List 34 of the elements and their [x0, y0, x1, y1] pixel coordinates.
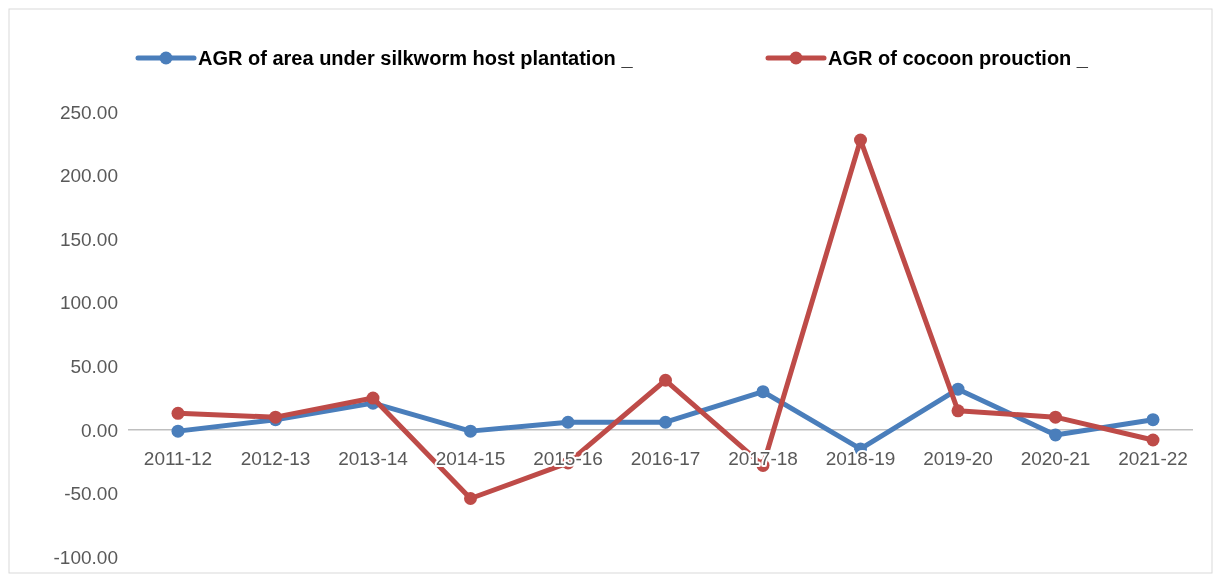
point: [1146, 413, 1160, 427]
x-tick-label: 2011-12: [143, 447, 213, 469]
point: [366, 391, 380, 405]
point: [1049, 428, 1062, 442]
x-tick-label: 2012-13: [240, 447, 311, 469]
y-tick-label: 0.00: [81, 419, 118, 441]
y-tick-label: 50.00: [70, 355, 118, 377]
x-tick-label: 2016-17: [630, 447, 701, 469]
legend-label: AGR of area under silkworm host plantation _: [198, 47, 634, 69]
point: [171, 406, 185, 420]
x-tick-label: 2021-22: [1118, 447, 1188, 469]
y-tick-label: 250.00: [59, 101, 118, 123]
point: [659, 415, 672, 429]
point: [561, 415, 575, 429]
x-tick-label: 2013-14: [338, 447, 409, 469]
x-tick-label: 2019-20: [923, 447, 993, 469]
x-tick-label: 2020-21: [1020, 447, 1091, 469]
y-tick-label: -100.00: [53, 546, 118, 568]
y-tick-label: 150.00: [59, 228, 118, 250]
y-tick-label: -50.00: [64, 483, 118, 505]
point: [756, 385, 770, 399]
point: [659, 373, 672, 387]
point: [171, 424, 185, 438]
y-tick-label: 200.00: [59, 165, 118, 187]
y-tick-label: 100.00: [59, 292, 118, 314]
point: [464, 424, 477, 438]
x-tick-label: 2018-19: [825, 447, 896, 469]
point: [1049, 410, 1062, 424]
x-tick-label: 2014-15: [435, 447, 506, 469]
point: [464, 492, 477, 506]
point: [854, 133, 867, 147]
legend-label: AGR of cocoon prouction _: [828, 47, 1089, 69]
point: [1146, 433, 1160, 447]
point: [951, 404, 965, 418]
